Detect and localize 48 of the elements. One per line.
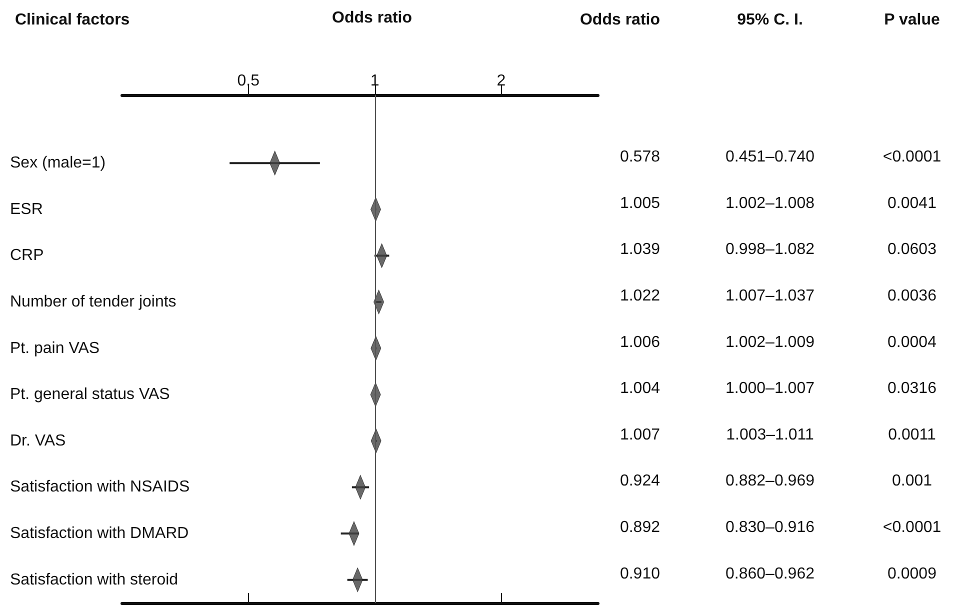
y-tick-label: Dr. VAS: [10, 432, 66, 450]
text: 0.882–0.969: [726, 472, 815, 490]
data-label: 0.910: [620, 565, 660, 582]
x-tick-label: 1: [370, 72, 380, 90]
text: 1.003–1.011: [726, 426, 814, 444]
text: P value: [884, 12, 940, 28]
text: 0.0009: [888, 565, 937, 582]
y-tick-label: Pt. general status VAS: [10, 386, 170, 404]
x-tick-label: 2: [496, 72, 506, 90]
y-tick-label: Sex (male=1): [10, 154, 106, 172]
y-tick-label: Pt. pain VAS: [10, 340, 100, 357]
data-label: 0.924: [620, 472, 660, 490]
text: <0.0001: [882, 519, 942, 536]
text: 0.0011: [888, 426, 936, 444]
data-label: 1.006: [620, 334, 660, 351]
data-label: 1.004: [620, 380, 660, 398]
data-label: 1.005: [620, 194, 660, 212]
text: 0.830–0.916: [726, 519, 815, 536]
text: Odds ratio: [580, 12, 660, 28]
y-tick-label: Satisfaction with NSAIDS: [10, 478, 190, 496]
text: 1.002–1.009: [726, 334, 815, 351]
data-label: 0.578: [620, 148, 660, 166]
text: 0.0603: [888, 241, 937, 258]
text: 95% C. I.: [737, 12, 803, 28]
text: 0.998–1.082: [726, 241, 815, 258]
text: 0.451–0.740: [726, 148, 815, 166]
y-axis-title: Clinical factors: [15, 12, 130, 28]
y-tick-label: Satisfaction with DMARD: [10, 525, 189, 542]
data-label: 1.022: [620, 287, 660, 304]
y-tick-label: CRP: [10, 247, 44, 264]
text: 1.007–1.037: [726, 287, 815, 304]
text: 0.0004: [888, 334, 937, 351]
text: 0.0316: [888, 380, 937, 398]
y-tick-label: Satisfaction with steroid: [10, 571, 178, 588]
text: 0.860–0.962: [726, 565, 815, 582]
text: 0.001: [892, 472, 932, 490]
text: 1.000–1.007: [726, 380, 815, 398]
y-tick-label: ESR: [10, 200, 43, 218]
text: 0.0041: [888, 194, 937, 212]
text: 0.0036: [888, 287, 937, 304]
text: <0.0001: [882, 148, 942, 166]
data-label: 1.007: [620, 426, 660, 444]
text: 1.002–1.008: [726, 194, 815, 212]
data-label: 1.039: [620, 241, 660, 258]
y-tick-label: Number of tender joints: [10, 293, 176, 310]
x-tick-label: 0.5: [237, 72, 260, 90]
x-axis-title: Odds ratio: [332, 10, 412, 26]
data-label: 0.892: [620, 519, 660, 536]
